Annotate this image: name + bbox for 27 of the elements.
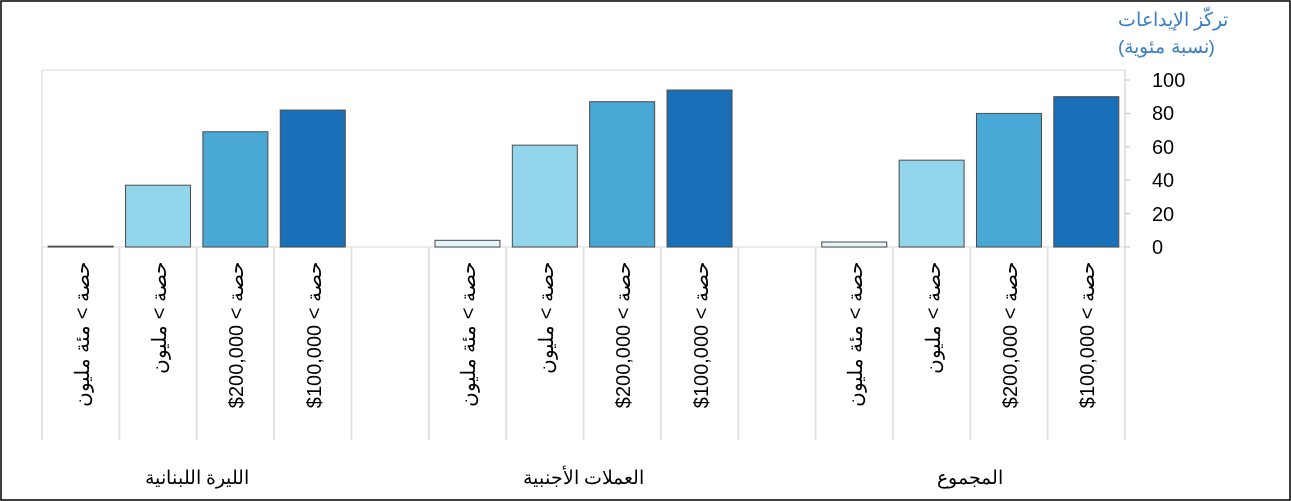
y-axis-title: تركّز الإيداعات (نسبة مئوية)	[1118, 6, 1229, 58]
y-tick-label: 60	[1152, 135, 1175, 158]
x-tick-label: حصة > مليون	[534, 262, 558, 374]
y-tick-label: 80	[1152, 102, 1175, 125]
x-tick-label: حصة > مئة مليون	[457, 262, 481, 408]
bar	[666, 89, 733, 248]
text: الليرة اللبنانية	[144, 467, 249, 489]
bar	[898, 159, 965, 248]
bar	[589, 101, 656, 248]
x-tick-label: حصة > مئة مليون	[70, 262, 94, 408]
y-tick-label: 100	[1152, 69, 1186, 92]
bar	[975, 112, 1042, 248]
x-tick-label: حصة > مئة مليون	[844, 262, 868, 408]
bar	[1053, 96, 1120, 248]
x-tick-label: حصة > مليون	[921, 262, 945, 374]
y-tick-label: 20	[1152, 202, 1175, 225]
bar	[279, 109, 346, 248]
x-tick-label: حصة > مليون	[148, 262, 172, 374]
bar	[434, 239, 501, 248]
y-tick-label: 40	[1152, 169, 1175, 192]
bar	[125, 184, 192, 248]
bar	[202, 131, 269, 248]
bar	[511, 144, 578, 248]
y-tick-label: 0	[1152, 236, 1164, 258]
text: العملات الأجنبية	[522, 465, 645, 488]
text: المجموع	[937, 467, 1004, 489]
bar	[821, 241, 888, 248]
